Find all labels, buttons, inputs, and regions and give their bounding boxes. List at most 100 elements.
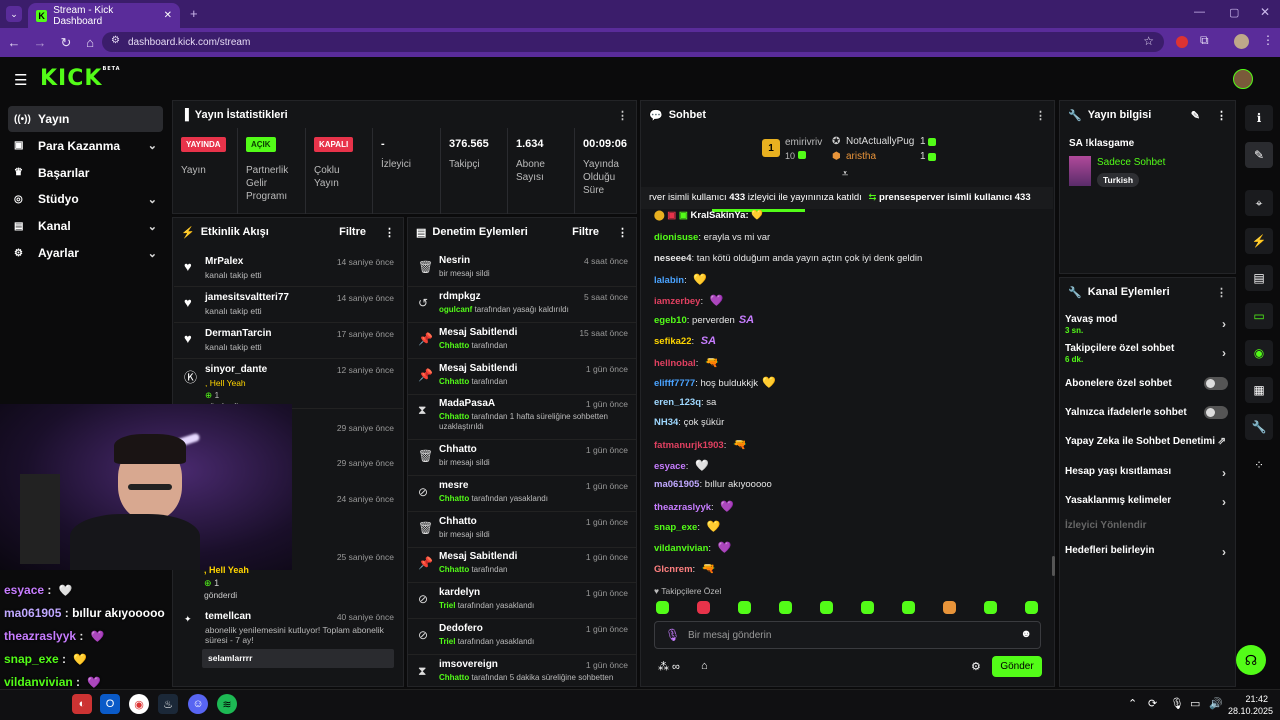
chrome-icon[interactable]: ◉ [129, 694, 149, 714]
emote-icon[interactable] [902, 601, 915, 614]
followers-only-control[interactable]: Takipçilere özel sohbet 6 dk. › [1065, 343, 1226, 364]
emote-icon[interactable] [820, 601, 833, 614]
capture-icon[interactable]: ⌖ [1245, 190, 1273, 216]
nav-label: Kanal [38, 219, 71, 234]
reload-icon[interactable]: ↻ [60, 34, 72, 50]
chat-settings-icon[interactable]: ⚙ [971, 661, 981, 673]
hamburger-menu-icon[interactable]: ☰ [14, 72, 28, 89]
layout-icon[interactable]: ▦ [1245, 377, 1273, 403]
site-info-icon[interactable]: ⚙ [111, 35, 120, 46]
notes-icon[interactable]: ▤ [1245, 265, 1273, 291]
network-icon[interactable]: ▭ [1190, 698, 1201, 710]
chat-input[interactable]: 🎙 Bir mesaj gönderin ☻ [654, 621, 1041, 649]
star-icon: ✦ [184, 614, 192, 624]
chat-icon[interactable]: ▭ [1245, 303, 1273, 329]
info-more-icon[interactable]: ⋮ [1216, 109, 1227, 122]
info-icon[interactable]: ℹ [1245, 105, 1273, 131]
activity-row: ♥ DermanTarcin kanalı takip etti 17 saniye … [174, 323, 404, 359]
url-input[interactable]: ⚙ dashboard.kick.com/stream ☆ [102, 32, 1164, 52]
nav-item-0[interactable]: ((•)) Yayın [8, 106, 163, 132]
store-icon[interactable]: ⌂ [701, 660, 708, 672]
volume-icon[interactable]: 🔊 [1209, 698, 1223, 710]
goals-control[interactable]: Hedefleri belirleyin › [1065, 545, 1226, 559]
chat-scrollbar[interactable] [1052, 556, 1055, 576]
emotes-only-toggle[interactable] [1204, 406, 1228, 419]
emote-icon[interactable] [984, 601, 997, 614]
send-button[interactable]: Gönder [992, 656, 1042, 677]
chat-more-icon[interactable]: ⋮ [1035, 109, 1046, 122]
taskbar-app-icon[interactable]: ◐ [72, 694, 92, 714]
mic-icon[interactable]: 🎙 [665, 628, 681, 642]
chat-message: Glcnrem: 🔫 [654, 562, 716, 575]
collapse-icon[interactable]: ⩡ [842, 168, 849, 180]
mod-filter-button[interactable]: Filtre [572, 226, 599, 238]
forward-icon[interactable]: → [33, 35, 47, 50]
account-age-control[interactable]: Hesap yaşı kısıtlaması › [1065, 466, 1226, 480]
broadcast-icon: ((•)) [14, 113, 31, 125]
banned-words-control[interactable]: Yasaklanmış kelimeler › [1065, 495, 1226, 509]
new-tab-icon[interactable]: + [190, 6, 198, 21]
sync-icon[interactable]: ⟳ [1148, 698, 1158, 710]
nav-label: Para Kazanma [38, 138, 121, 153]
browser-menu-icon[interactable]: ⋮ [1262, 33, 1274, 47]
edit-layout-icon[interactable]: ✎ [1245, 142, 1273, 168]
emote-icon[interactable] [779, 601, 792, 614]
activity-filter-button[interactable]: Filtre [339, 226, 366, 238]
back-icon[interactable]: ← [7, 35, 21, 50]
microphone-tray-icon[interactable]: 🎙 [1170, 698, 1184, 710]
nav-item-5[interactable]: ⚙ Ayarlar ⌄ [8, 240, 163, 266]
bookmark-star-icon[interactable]: ☆ [1143, 34, 1154, 48]
emote-icon[interactable] [697, 601, 710, 614]
tools-icon[interactable]: 🔧 [1245, 414, 1273, 440]
user-avatar[interactable] [1233, 69, 1253, 89]
nav-item-2[interactable]: ♛ Başarılar [8, 160, 163, 186]
steam-icon[interactable]: ♨ [158, 694, 178, 714]
mod-more-icon[interactable]: ⋮ [617, 226, 628, 239]
minimize-icon[interactable]: — [1194, 6, 1205, 18]
emote-icon[interactable] [738, 601, 751, 614]
stat-uptime: 00:09:06 Yayında Olduğu Süre [583, 138, 628, 196]
apps-icon[interactable]: ⁘ [1253, 458, 1265, 472]
tag-chip[interactable]: Turkish [1097, 173, 1140, 187]
chevron-down-icon: ⌄ [147, 193, 157, 206]
points-icon[interactable]: ⁂ ∞ [658, 661, 680, 673]
emote-icon[interactable] [943, 601, 956, 614]
spotify-icon[interactable]: ≋ [217, 694, 237, 714]
emotes-only-control[interactable]: Yalnızca ifadelerle sohbet [1065, 406, 1230, 419]
maximize-icon[interactable]: ▢ [1229, 7, 1240, 19]
nav-item-4[interactable]: ▤ Kanal ⌄ [8, 213, 163, 239]
stats-more-icon[interactable]: ⋮ [617, 109, 628, 122]
ai-moderation-control[interactable]: Yapay Zeka ile Sohbet Denetimi ⇗ [1065, 436, 1226, 447]
extensions-puzzle-icon[interactable]: ⧉ [1200, 33, 1209, 47]
chevron-down-icon: ⌄ [147, 247, 157, 260]
actions-more-icon[interactable]: ⋮ [1216, 286, 1227, 299]
lightning-icon[interactable]: ⚡ [1245, 228, 1273, 254]
outlook-icon[interactable]: O [100, 694, 120, 714]
clock[interactable]: 21:42 28.10.2025 [1228, 694, 1274, 716]
tab-close-icon[interactable]: ✕ [163, 10, 172, 21]
subs-only-toggle[interactable] [1204, 377, 1228, 390]
emote-icon[interactable] [656, 601, 669, 614]
emote-icon[interactable] [861, 601, 874, 614]
home-icon[interactable]: ⌂ [86, 35, 94, 50]
browser-tab[interactable]: K Stream - Kick Dashboard ✕ [28, 3, 180, 28]
edit-icon[interactable]: ✎ [1190, 109, 1200, 122]
kick-logo[interactable]: KICKBETA [40, 66, 121, 91]
subs-only-control[interactable]: Abonelere özel sohbet [1065, 377, 1230, 390]
extension-icon[interactable] [1176, 36, 1188, 48]
slow-mode-control[interactable]: Yavaş mod 3 sn. › [1065, 314, 1226, 335]
activity-more-icon[interactable]: ⋮ [384, 226, 395, 239]
broadcast-rail-icon[interactable]: ◉ [1245, 340, 1273, 366]
discord-icon[interactable]: ☺ [188, 694, 208, 714]
support-headset-icon[interactable]: ☊ [1236, 645, 1266, 675]
nav-item-1[interactable]: ▣ Para Kazanma ⌄ [8, 133, 163, 159]
tray-expand-icon[interactable]: ⌃ [1128, 698, 1138, 710]
heart-icon: ✪ [832, 136, 841, 147]
emote-icon[interactable] [1025, 601, 1038, 614]
nav-item-3[interactable]: ◎ Stüdyo ⌄ [8, 186, 163, 212]
category-link[interactable]: Sadece Sohbet [1097, 157, 1166, 168]
close-window-icon[interactable]: ✕ [1260, 5, 1271, 19]
profile-avatar[interactable] [1234, 34, 1249, 49]
emoji-picker-icon[interactable]: ☻ [1020, 628, 1032, 640]
tab-search-icon[interactable]: ⌄ [6, 6, 22, 22]
